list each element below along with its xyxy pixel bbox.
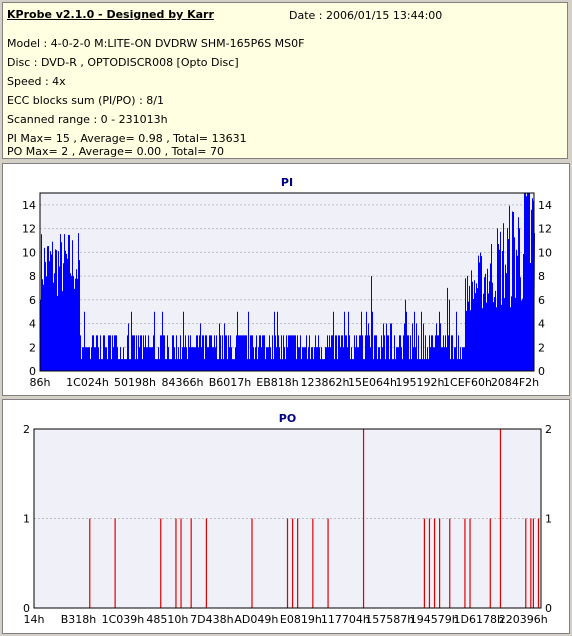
- y-tick-label: 6: [29, 294, 36, 307]
- y-tick-label: 2: [29, 341, 36, 354]
- info-panel: KProbe v2.1.0 - Designed by Karr Date : …: [2, 2, 568, 159]
- y-tick-label-right: 0: [538, 365, 545, 378]
- po-chart-panel: PO 0 0 1 1 2 2 14h B318h 1C039h 48510h 7D438h AD049h…: [2, 399, 570, 634]
- x-tick-label: 1C024h: [66, 376, 109, 389]
- y-tick-label: 14: [22, 199, 36, 212]
- y-tick-label: 12: [22, 223, 36, 236]
- y-tick-label-right: 10: [538, 246, 552, 259]
- x-tick-label: 157587h: [365, 613, 414, 626]
- y-tick-label-right: 8: [538, 270, 545, 283]
- y-tick-label: 0: [29, 365, 36, 378]
- x-tick-label: 86h: [30, 376, 51, 389]
- x-tick-label: E0819h: [280, 613, 322, 626]
- x-tick-label: 194579h: [410, 613, 459, 626]
- y-tick-label-right: 1: [545, 513, 552, 526]
- y-tick-label: 1: [23, 513, 30, 526]
- x-tick-label: AD049h: [234, 613, 278, 626]
- x-tick-label: B6017h: [209, 376, 252, 389]
- pi-series-area: [40, 193, 535, 371]
- x-tick-label: EB818h: [256, 376, 298, 389]
- x-tick-label: 50198h: [114, 376, 156, 389]
- y-tick-label: 10: [22, 246, 36, 259]
- x-tick-label: 14h: [24, 613, 45, 626]
- y-tick-label-right: 12: [538, 223, 552, 236]
- po-summary-line: PO Max= 2 , Average= 0.00 , Total= 70: [7, 145, 224, 158]
- x-tick-label: 1C039h: [102, 613, 145, 626]
- x-tick-label: 117704h: [321, 613, 370, 626]
- y-tick-label: 8: [29, 270, 36, 283]
- x-tick-label: 2084F2h: [491, 376, 539, 389]
- x-tick-label: B318h: [61, 613, 97, 626]
- x-tick-label: 1D6178h: [454, 613, 504, 626]
- x-tick-label: 84366h: [162, 376, 204, 389]
- y-tick-label-right: 2: [538, 341, 545, 354]
- y-tick-label-right: 0: [545, 602, 552, 615]
- x-tick-label: 48510h: [146, 613, 188, 626]
- pi-chart-panel: PI 0 0 2 2 4 4 6 6 8 8 10 10 12 12 14 14 86h 1C024h 50198h 8…: [2, 163, 570, 396]
- x-tick-label: 15E064h: [348, 376, 397, 389]
- range-line: Scanned range : 0 - 231013h: [7, 113, 168, 126]
- pi-summary-line: PI Max= 15 , Average= 0.98 , Total= 1363…: [7, 132, 247, 145]
- x-tick-label: 220396h: [499, 613, 548, 626]
- speed-line: Speed : 4x: [7, 75, 66, 88]
- y-tick-label-right: 2: [545, 423, 552, 436]
- x-tick-label: 7D438h: [190, 613, 233, 626]
- x-tick-label: 123862h: [301, 376, 350, 389]
- x-tick-label: 1CEF60h: [443, 376, 492, 389]
- po-chart: PO 0 0 1 1 2 2 14h B318h 1C039h 48510h 7D438h AD049h…: [23, 412, 552, 626]
- plot-frame: [39, 192, 535, 372]
- model-line: Model : 4-0-2-0 M:LITE-ON DVDRW SHM-165P…: [7, 37, 305, 50]
- pi-chart: PI 0 0 2 2 4 4 6 6 8 8 10 10 12 12 14 14 86h 1C024h 50198h 8…: [22, 176, 552, 389]
- y-tick-label-right: 6: [538, 294, 545, 307]
- y-tick-label: 0: [23, 602, 30, 615]
- y-tick-label-right: 14: [538, 199, 552, 212]
- y-tick-label-right: 4: [538, 318, 545, 331]
- y-tick-label: 2: [23, 423, 30, 436]
- y-tick-label: 4: [29, 318, 36, 331]
- plot-frame: [33, 428, 542, 609]
- chart-title: PI: [281, 176, 293, 189]
- disc-line: Disc : DVD-R , OPTODISCR008 [Opto Disc]: [7, 56, 239, 69]
- app-title: KProbe v2.1.0 - Designed by Karr: [7, 8, 214, 21]
- scan-date: Date : 2006/01/15 13:44:00: [289, 9, 443, 22]
- ecc-line: ECC blocks sum (PI/PO) : 8/1: [7, 94, 164, 107]
- x-tick-label: 195192h: [396, 376, 445, 389]
- chart-title: PO: [279, 412, 296, 425]
